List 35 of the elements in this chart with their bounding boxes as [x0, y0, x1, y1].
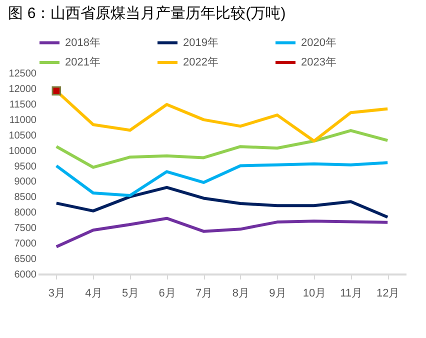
x-tick-label: 10月	[302, 288, 326, 300]
x-tick-label: 5月	[122, 288, 140, 300]
line-series	[54, 216, 390, 248]
y-tick-label: 12000	[8, 84, 37, 95]
legend-label: 2020年	[301, 36, 336, 49]
x-tick-label: 8月	[232, 288, 250, 300]
y-tick-label: 6500	[14, 254, 37, 266]
y-tick-label: 10500	[8, 130, 37, 142]
legend-label: 2022年	[183, 56, 218, 68]
line-series	[54, 161, 390, 197]
y-tick-label: 8000	[14, 208, 37, 219]
x-tick-label: 12月	[376, 288, 400, 300]
y-tick-label: 9500	[14, 161, 37, 172]
legend-label: 2023年	[301, 56, 336, 68]
legend-label: 2018年	[65, 36, 100, 49]
y-tick-label: 11000	[9, 114, 37, 126]
y-tick-label: 7000	[14, 238, 37, 250]
y-tick-label: 11500	[9, 99, 37, 110]
line-series	[54, 186, 390, 219]
x-tick-label: 6月	[158, 288, 176, 300]
y-tick-label: 6000	[14, 270, 37, 280]
x-tick-label: 11月	[340, 288, 363, 300]
y-tick-label: 9000	[14, 176, 37, 188]
line-series	[54, 129, 390, 169]
x-tick-label: 4月	[85, 288, 102, 300]
x-tick-label: 3月	[48, 288, 66, 300]
y-tick-label: 8500	[14, 192, 37, 204]
y-tick-label: 12500	[8, 68, 37, 80]
legend-label: 2021年	[65, 56, 100, 68]
y-tick-label: 10000	[8, 146, 37, 157]
x-tick-label: 9月	[269, 288, 286, 300]
chart-title: 图 6：山西省原煤当月产量历年比较(万吨)	[8, 5, 286, 22]
x-tick-label: 7月	[196, 288, 213, 300]
y-tick-label: 7500	[14, 223, 37, 234]
legend-label: 2019年	[183, 36, 218, 49]
